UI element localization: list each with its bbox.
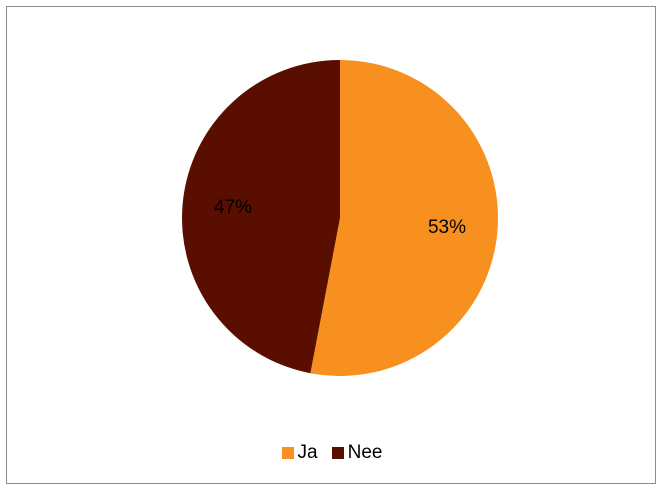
legend-swatch-nee <box>331 447 344 459</box>
pie-slice-ja <box>310 60 499 376</box>
legend-swatch-ja <box>281 447 294 459</box>
pie-label-nee: 47% <box>214 197 252 218</box>
legend-item-ja: Ja <box>281 442 318 464</box>
legend-item-nee: Nee <box>331 442 383 464</box>
legend-label-ja: Ja <box>297 442 318 463</box>
pie-slice-nee <box>182 60 340 374</box>
pie-label-ja: 53% <box>428 217 466 238</box>
legend: Ja Nee <box>0 442 664 464</box>
legend-label-nee: Nee <box>347 442 383 463</box>
